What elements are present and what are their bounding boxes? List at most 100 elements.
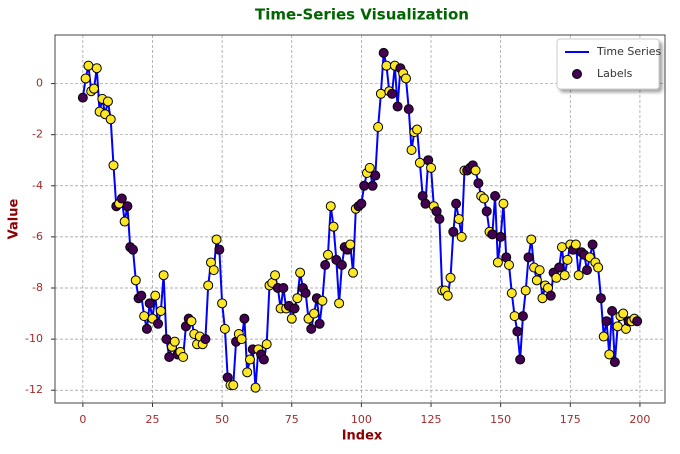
legend: Time Series Labels [556,38,662,90]
scatter-point [523,252,534,263]
scatter-point [314,318,325,329]
x-tick-label: 0 [79,413,86,426]
scatter-point [348,267,359,278]
scatter-point [141,323,152,334]
scatter-point [178,352,189,362]
scatter-point [414,157,425,168]
scatter-point [91,63,102,74]
scatter-point [587,239,598,250]
x-tick-label: 50 [215,413,229,426]
y-axis-label: Value [7,198,22,239]
scatter-point [155,306,166,316]
x-tick-label: 100 [351,413,372,426]
scatter-point [442,290,453,301]
scatter-point [228,380,239,391]
scatter-point [598,331,609,342]
scatter-point [520,285,531,296]
scatter-point [526,234,537,245]
scatter-point [239,313,250,324]
scatter-point [453,214,464,224]
scatter-point [244,354,255,365]
scatter-point [211,234,222,245]
scatter-point [490,191,501,201]
scatter-point [412,124,423,135]
scatter-point [381,60,392,71]
scatter-point [278,283,289,293]
scatter-point [378,47,389,58]
scatter-point [562,254,573,265]
scatter-point [451,198,462,209]
scatter-point [80,73,91,84]
scatter-point [487,229,498,240]
scatter-point [595,293,606,304]
scatter-point [108,160,119,171]
scatter-point [309,308,320,319]
scatter-point [392,101,403,112]
scatter-point [169,336,180,347]
scatter-point [250,382,261,393]
scatter-point [473,178,484,189]
scatter-point [150,290,161,301]
scatter-point [551,272,562,283]
scatter-point [478,193,489,204]
scatter-point [470,165,481,176]
scatter-point [400,73,411,84]
scatter-point [214,244,225,255]
y-tick-label: -4 [32,179,43,192]
scatter-point [144,298,155,309]
scatter-point [122,201,133,212]
x-tick-label: 175 [560,413,581,426]
scatter-point [359,180,370,191]
scatter-point [456,231,467,242]
scatter-point [88,83,99,94]
scatter-point [242,367,253,378]
scatter-point [161,334,172,345]
scatter-point [289,303,300,314]
scatter-point [593,262,604,273]
scatter-point [420,198,431,209]
scatter-point [618,308,629,319]
scatter-point [236,334,247,345]
scatter-point [607,306,618,316]
x-tick-label: 125 [421,413,442,426]
scatter-point [320,260,331,270]
scatter-point [604,349,615,360]
scatter-point [370,170,381,181]
x-tick-label: 25 [145,413,159,426]
scatter-point [345,239,356,250]
scatter-point [531,275,542,286]
scatter-point [317,295,328,306]
scatter-point [506,288,517,299]
scatter-point [612,321,623,332]
scatter-point [322,249,333,260]
scatter-point [570,239,581,250]
scatter-point [609,357,620,368]
scatter-point [481,206,492,217]
scatter-point [139,311,150,322]
scatter-point [306,323,317,334]
legend-label: Labels [597,67,633,80]
scatter-point [375,88,386,99]
scatter-point [203,280,214,291]
y-tick-label: -12 [25,383,43,396]
scatter-point [116,193,127,204]
scatter-point [509,311,520,322]
scatter-point [406,145,417,155]
scatter-point [517,311,528,322]
scatter-point [83,60,94,71]
scatter-point [601,316,612,327]
scatter-point [559,270,570,281]
scatter-point [336,260,347,270]
scatter-point [356,198,367,209]
scatter-point [492,257,503,268]
scatter-point [632,316,643,327]
y-tick-label: -10 [25,332,43,345]
scatter-point [217,298,228,309]
y-tick-label: -6 [32,230,43,243]
scatter-point [426,162,437,173]
scatter-point [495,231,506,242]
scatter-point [573,270,584,281]
scatter-point [512,326,523,337]
scatter-point [286,313,297,324]
legend-label: Time Series [596,45,662,58]
